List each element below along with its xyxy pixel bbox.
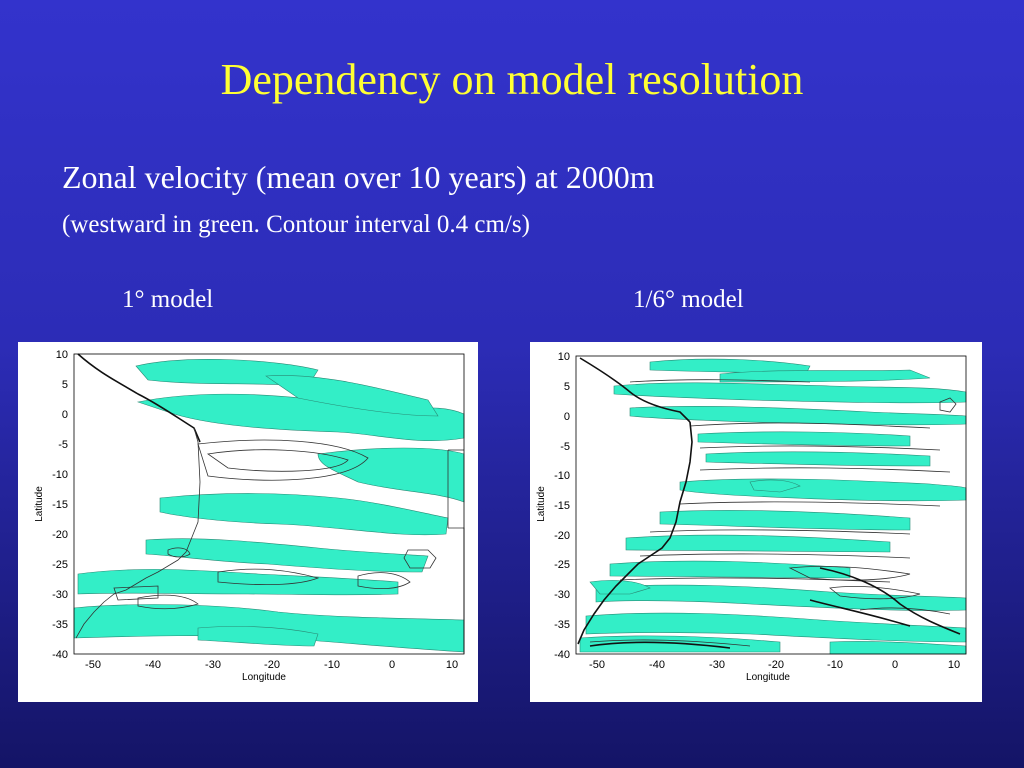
right-ytick: -10 (554, 470, 570, 482)
right-panel-label: 1/6° model (633, 286, 744, 313)
right-velocity-map: 10 5 0 -5 -10 -15 -20 -25 -30 -35 -40 -5… (530, 342, 982, 702)
right-ytick: -15 (554, 500, 570, 512)
right-ytick: 5 (564, 381, 570, 393)
right-xtick: -10 (827, 659, 843, 671)
left-westward-regions (73, 359, 465, 653)
left-ytick: -40 (52, 649, 68, 661)
left-xtick: -20 (264, 659, 280, 671)
left-ytick: -15 (52, 499, 68, 511)
left-panel-label: 1° model (122, 286, 214, 313)
left-x-axis-title: Longitude (242, 672, 286, 683)
left-ytick: -10 (52, 469, 68, 481)
left-plot-frame (73, 353, 465, 655)
right-ytick: 10 (558, 351, 570, 363)
right-ytick: -40 (554, 649, 570, 661)
right-ytick: -25 (554, 559, 570, 571)
right-xtick: -30 (709, 659, 725, 671)
left-xtick: -40 (145, 659, 161, 671)
right-map-svg: 10 5 0 -5 -10 -15 -20 -25 -30 -35 -40 -5… (536, 351, 967, 683)
right-ytick: -30 (554, 589, 570, 601)
left-ytick: -30 (52, 589, 68, 601)
right-ytick: -20 (554, 530, 570, 542)
left-y-ticks: 10 5 0 -5 -10 -15 -20 -25 -30 -35 -40 (52, 349, 68, 661)
right-y-ticks: 10 5 0 -5 -10 -15 -20 -25 -30 -35 -40 (554, 351, 570, 661)
right-x-axis-title: Longitude (746, 672, 790, 683)
slide-note: (westward in green. Contour interval 0.4… (62, 211, 530, 238)
right-ytick: -35 (554, 619, 570, 631)
left-velocity-map: 10 5 0 -5 -10 -15 -20 -25 -30 -35 -40 -5… (18, 342, 478, 702)
right-xtick: -20 (768, 659, 784, 671)
left-ytick: 0 (62, 409, 68, 421)
right-xtick: 0 (892, 659, 898, 671)
right-y-axis-title: Latitude (536, 486, 547, 522)
left-contours (113, 439, 437, 610)
right-plot-frame (575, 355, 967, 655)
right-contours (589, 379, 961, 649)
right-x-ticks: -50 -40 -30 -20 -10 0 10 (589, 659, 960, 671)
left-xtick: -50 (85, 659, 101, 671)
left-ytick: 5 (62, 379, 68, 391)
left-ytick: -5 (58, 439, 68, 451)
left-map-svg: 10 5 0 -5 -10 -15 -20 -25 -30 -35 -40 -5… (34, 349, 465, 683)
right-xtick: -50 (589, 659, 605, 671)
left-xtick: -10 (324, 659, 340, 671)
right-xtick: 10 (948, 659, 960, 671)
right-ytick: -5 (560, 441, 570, 453)
left-xtick: 0 (389, 659, 395, 671)
right-coastline (577, 357, 957, 645)
left-xtick: -30 (205, 659, 221, 671)
left-ytick: -35 (52, 619, 68, 631)
left-x-ticks: -50 -40 -30 -20 -10 0 10 (85, 659, 458, 671)
left-ytick: -20 (52, 529, 68, 541)
right-xtick: -40 (649, 659, 665, 671)
right-ytick: 0 (564, 411, 570, 423)
slide-title: Dependency on model resolution (220, 55, 804, 104)
left-xtick: 10 (446, 659, 458, 671)
left-y-axis-title: Latitude (34, 486, 45, 522)
left-ytick: 10 (56, 349, 68, 361)
left-ytick: -25 (52, 559, 68, 571)
slide-subtitle: Zonal velocity (mean over 10 years) at 2… (62, 159, 655, 195)
